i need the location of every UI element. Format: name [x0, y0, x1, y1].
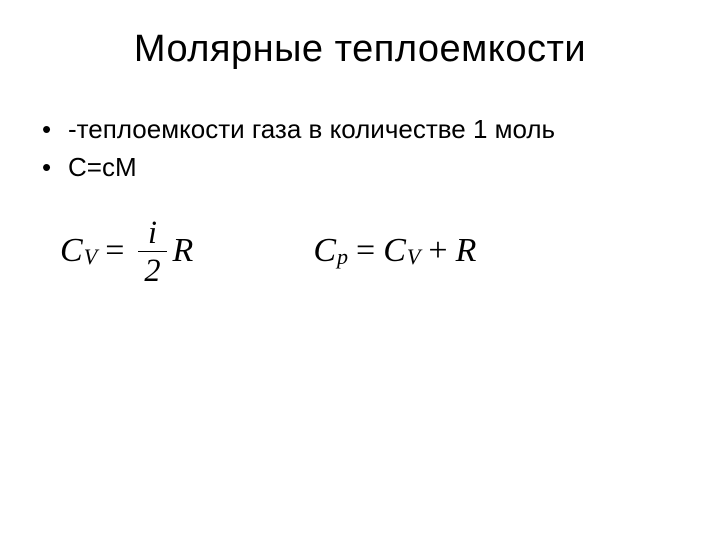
cv-lhs-sub: V — [84, 244, 98, 270]
cv-fraction: i 2 — [138, 216, 166, 286]
formula-cv: CV = i 2 R — [60, 216, 193, 286]
cp-rhs1-sub: V — [407, 244, 421, 270]
slide: { "title": "Молярные теплоемкости", "bul… — [0, 0, 720, 540]
cp-lhs-base: C — [313, 232, 336, 270]
formula-row: CV = i 2 R Cp = CV + R — [0, 216, 720, 286]
formula-cp: Cp = CV + R — [313, 232, 476, 270]
cv-frac-den: 2 — [138, 254, 166, 286]
plus-sign: + — [428, 232, 447, 270]
equals-sign: = — [105, 232, 124, 270]
bullet-item: -теплоемкости газа в количестве 1 моль — [40, 111, 720, 149]
cp-rhs1-base: C — [383, 232, 406, 270]
cp-rhs2: R — [456, 232, 477, 270]
bullet-list: -теплоемкости газа в количестве 1 моль C… — [40, 111, 720, 186]
bullet-item: C=cM — [40, 149, 720, 187]
slide-title: Молярные теплоемкости — [0, 0, 720, 91]
equals-sign: = — [356, 232, 375, 270]
cv-lhs-base: C — [60, 232, 83, 270]
cv-frac-num: i — [142, 216, 163, 248]
cp-lhs-sub: p — [337, 244, 348, 270]
cv-rhs-tail: R — [173, 232, 194, 270]
